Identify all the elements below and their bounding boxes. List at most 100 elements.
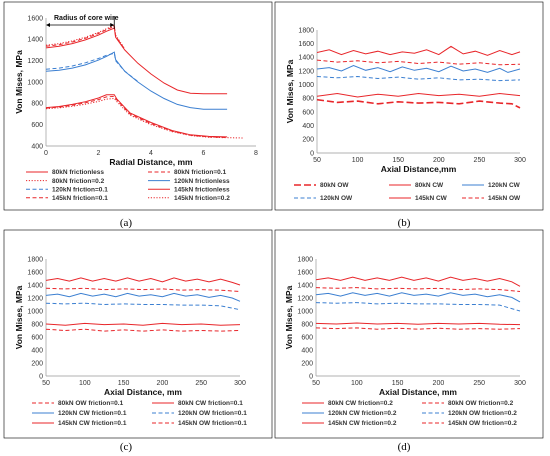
- x-tick-label: 150: [118, 380, 130, 387]
- series-line-3: [317, 75, 521, 82]
- series-line-0: [316, 322, 521, 326]
- y-tick-label: 0: [310, 150, 314, 157]
- annotation-label: Radius of core wire: [54, 15, 119, 22]
- panel-frame: [274, 1, 544, 211]
- legend-label-5: 145kN OW friction=0.1: [178, 420, 247, 427]
- series-line-1: [46, 95, 228, 138]
- x-tick-label: 0: [44, 150, 48, 157]
- x-axis-title: Axial Distance,mm: [381, 164, 457, 174]
- x-tick-label: 200: [433, 157, 445, 164]
- legend-label-5: 145kN OW: [488, 195, 521, 202]
- y-tick-label: 1000: [27, 308, 43, 315]
- y-tick-label: 1800: [298, 27, 314, 34]
- legend-label-6: 145kN friction=0.1: [52, 195, 108, 202]
- legend-label-1: 80kN CW: [415, 182, 444, 189]
- y-tick-label: 800: [31, 321, 43, 328]
- series-group: [317, 45, 521, 109]
- y-tick-label: 200: [31, 360, 43, 367]
- series-line-5: [317, 59, 521, 66]
- panel-a: 400 600 800 1000 1200 1400 1600 0 2 4 6 8 Radial Dis…: [3, 1, 273, 229]
- panel-label: (a): [120, 217, 133, 229]
- series-line-2: [316, 292, 521, 303]
- series-line-1: [316, 327, 521, 330]
- x-tick-label: 100: [79, 380, 91, 387]
- legend-label-3: 120kN OW: [320, 195, 353, 202]
- x-tick-label: 50: [313, 157, 321, 164]
- y-tick-label: 1400: [27, 282, 43, 289]
- legend-label-2: 120kN CW: [488, 182, 521, 189]
- annotation-arrowhead-left: [46, 23, 50, 27]
- legend-label-2: 120kN CW friction=0.1: [58, 410, 127, 417]
- x-tick-label: 2: [97, 150, 101, 157]
- y-tick-label: 1400: [297, 282, 313, 289]
- y-axis-title: Von Mises, MPa: [285, 59, 295, 123]
- legend-label-4: 145kN CW friction=0.2: [328, 420, 397, 427]
- x-tick-label: 250: [473, 380, 485, 387]
- y-tick-label: 600: [301, 334, 313, 341]
- y-axis-title: Von Mises, MPa: [284, 285, 294, 349]
- y-tick-label: 0: [39, 373, 43, 380]
- series-group: [316, 276, 521, 330]
- y-tick-label: 1600: [27, 269, 43, 276]
- series-group: [46, 24, 243, 139]
- series-line-0: [317, 98, 521, 109]
- legend-label-2: 80kN friction=0.2: [52, 178, 105, 185]
- x-tick-label: 50: [42, 380, 50, 387]
- panel-c: 0 200 400 600 800 1000 1200 1400 1600 1800 50 100 15…: [3, 229, 273, 453]
- y-tick-label: 1200: [297, 295, 313, 302]
- panel-label: (b): [398, 217, 411, 229]
- legend-label-1: 80kN OW friction=0.2: [448, 400, 514, 407]
- legend-label-5: 145kN OW friction=0.2: [448, 420, 517, 427]
- x-tick-label: 200: [433, 380, 445, 387]
- y-tick-label: 400: [302, 123, 314, 130]
- y-tick-label: 1400: [27, 37, 43, 44]
- y-tick-label: 1400: [298, 55, 314, 62]
- panel-d: 0 200 400 600 800 1000 1200 1400 1600 1800 50 100 15…: [274, 229, 544, 453]
- x-tick-label: 8: [254, 150, 258, 157]
- series-line-0: [46, 94, 228, 138]
- legend-label-1: 80kN friction=0.1: [174, 169, 227, 176]
- x-tick-label: 100: [352, 157, 364, 164]
- panel-label: (d): [398, 441, 411, 453]
- y-tick-label: 400: [31, 143, 43, 150]
- legend-label-3: 120kN OW friction=0.1: [178, 410, 247, 417]
- legend-label-0: 80kN CW friction=0.2: [328, 400, 393, 407]
- y-axis-title: Von Mises, MPa: [14, 285, 24, 349]
- series-line-5: [46, 287, 241, 292]
- y-tick-label: 1600: [27, 15, 43, 22]
- series-line-6: [46, 25, 126, 50]
- x-tick-label: 150: [392, 157, 404, 164]
- x-tick-label: 200: [157, 380, 169, 387]
- series-line-3: [46, 302, 241, 311]
- x-tick-label: 250: [474, 157, 486, 164]
- y-tick-label: 200: [301, 360, 313, 367]
- series-line-2: [317, 64, 521, 73]
- series-line-0: [46, 328, 241, 332]
- x-tick-label: 300: [514, 157, 526, 164]
- y-tick-label: 200: [302, 137, 314, 144]
- y-tick-label: 800: [31, 101, 43, 108]
- panel-b: 0 200 400 600 800 1000 1200 1400 1600 1800 50 100 15…: [274, 1, 544, 229]
- annotation-arrowhead-right: [110, 23, 115, 27]
- y-tick-label: 1000: [298, 82, 314, 89]
- legend-label-4: 145kN CW friction=0.1: [58, 420, 127, 427]
- series-group: [46, 277, 241, 332]
- panel-frame: [274, 229, 544, 439]
- x-tick-label: 250: [195, 380, 207, 387]
- y-tick-label: 1800: [27, 256, 43, 263]
- y-axis-title: Von Mises, MPa: [14, 50, 24, 114]
- series-line-4: [46, 52, 139, 82]
- series-line-4: [317, 45, 521, 56]
- y-tick-label: 1200: [27, 58, 43, 65]
- series-line-5: [46, 27, 228, 95]
- series-line-5: [316, 287, 521, 292]
- y-tick-label: 400: [301, 347, 313, 354]
- y-tick-label: 400: [31, 347, 43, 354]
- legend-label-0: 80kN OW friction=0.1: [58, 400, 124, 407]
- x-tick-label: 300: [514, 380, 526, 387]
- series-line-3: [316, 302, 521, 312]
- series-line-1: [46, 322, 241, 326]
- y-tick-label: 1200: [298, 68, 314, 75]
- panel-label: (c): [120, 441, 133, 453]
